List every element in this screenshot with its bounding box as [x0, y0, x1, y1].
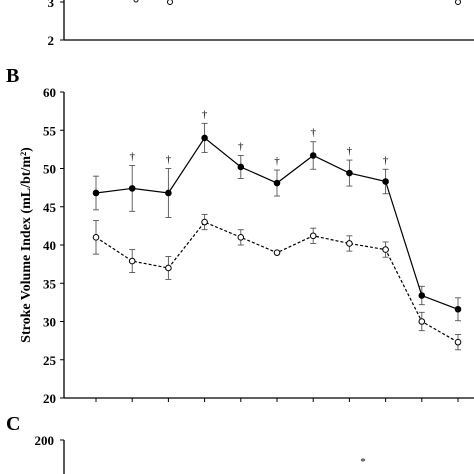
data-point-filled — [273, 179, 281, 187]
panel-c: C 200 * — [6, 413, 366, 474]
y-tick-label: 60 — [43, 85, 56, 100]
panel-b-letter: B — [6, 65, 19, 87]
data-point-filled — [454, 305, 462, 313]
y-tick-label: 25 — [43, 353, 57, 368]
panel-c-letter: C — [6, 413, 20, 435]
y-tick-label: 50 — [43, 162, 56, 177]
data-point-filled — [309, 152, 317, 159]
significance-marker: † — [274, 155, 280, 167]
y-tick-label: 40 — [43, 238, 56, 253]
data-point-open — [418, 318, 426, 325]
panel-a: 3 2 — [48, 0, 474, 48]
y-tick-label: 55 — [43, 123, 57, 138]
data-point-open — [382, 246, 389, 253]
significance-marker: † — [310, 127, 316, 139]
data-point-filled — [346, 169, 353, 177]
data-point-open — [273, 249, 281, 256]
panel-b-points — [92, 134, 462, 346]
data-point-filled — [201, 134, 208, 142]
significance-marker: † — [129, 150, 135, 162]
data-point-filled — [418, 292, 426, 299]
y-tick-label: 20 — [43, 391, 56, 406]
panel-a-point — [133, 0, 139, 3]
significance-marker: † — [238, 140, 244, 152]
panel-a-point — [455, 0, 461, 5]
y-tick-label: 35 — [43, 276, 57, 291]
data-point-filled — [165, 189, 172, 197]
data-point-filled — [128, 185, 136, 192]
data-point-open — [309, 232, 317, 240]
significance-marker: † — [202, 108, 208, 120]
data-point-filled — [92, 189, 100, 197]
panel-a-tick-label-3: 3 — [48, 0, 55, 10]
data-point-open — [454, 338, 462, 346]
data-point-open — [346, 240, 353, 247]
panel-a-tick-label-2: 2 — [48, 33, 55, 48]
data-point-open — [201, 218, 208, 226]
data-point-filled — [382, 178, 389, 185]
significance-marker: † — [166, 154, 172, 166]
data-point-filled — [237, 163, 245, 171]
y-tick-label: 45 — [43, 200, 57, 215]
panel-b-axes: 20 25 30 35 40 45 50 55 60 — [43, 85, 474, 406]
data-point-open — [92, 234, 100, 241]
panel-b-significance: † † † † † † † † — [129, 108, 388, 167]
data-point-open — [237, 234, 245, 241]
y-axis-title: Stroke Volume Index (mL/bt/m²) — [19, 147, 34, 343]
panel-a-point — [167, 0, 173, 5]
significance-marker: † — [383, 154, 389, 166]
data-point-open — [128, 257, 136, 265]
panel-b: B Stroke Volume Index (mL/bt/m²) 20 25 30 3… — [6, 65, 474, 406]
panel-c-marker: * — [360, 456, 366, 468]
panel-b-lines — [95, 137, 459, 343]
panel-c-tick-label-200: 200 — [35, 433, 55, 448]
significance-marker: † — [347, 145, 353, 157]
data-point-open — [165, 264, 172, 272]
y-tick-label: 30 — [43, 315, 56, 330]
